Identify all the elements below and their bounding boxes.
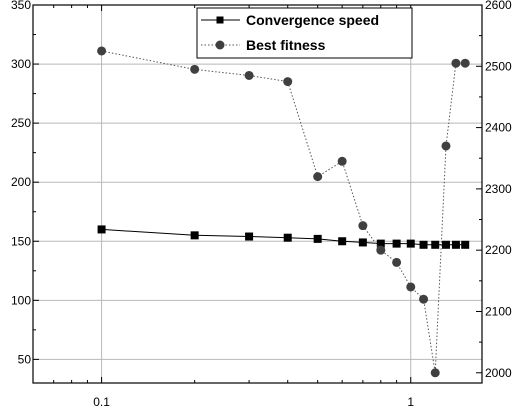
convergence-speed-point [338, 237, 347, 246]
best-fitness-point [337, 156, 347, 166]
best-fitness-point [97, 46, 107, 56]
y-right-tick-label: 2200 [485, 243, 512, 257]
tick-marks [33, 4, 482, 383]
y-right-tick-label: 2000 [485, 366, 512, 380]
convergence-speed-point [451, 240, 460, 249]
y-left-tick-label: 200 [11, 175, 31, 189]
y-right-tick-label: 2100 [485, 304, 512, 318]
best-fitness-point [283, 77, 293, 87]
convergence-speed-point [431, 240, 440, 249]
x-tick-label: 1 [407, 395, 414, 409]
legend: Convergence speed Best fitness [196, 7, 413, 59]
series-layer [97, 46, 470, 378]
y-right-tick-label: 2500 [485, 59, 512, 73]
best-fitness-point [419, 294, 429, 304]
y-right-tick-label: 2300 [485, 182, 512, 196]
best-fitness-point [460, 58, 470, 68]
y-left-tick-label: 300 [11, 57, 31, 71]
convergence-speed-point [358, 238, 367, 247]
legend-fitness-marker [215, 40, 225, 50]
y-left-tick-label: 350 [11, 0, 31, 12]
legend-box [196, 7, 413, 59]
best-fitness-point [451, 58, 461, 68]
best-fitness-point [358, 221, 368, 231]
grid-lines [33, 5, 482, 383]
tick-labels: 50 100 150 200 250 300 350 2000 2100 2200 2300 2400… [11, 0, 512, 409]
best-fitness-point [392, 257, 402, 267]
y-left-tick-label: 100 [11, 293, 31, 307]
convergence-speed-point [419, 240, 428, 249]
legend-convergence-marker [216, 16, 224, 24]
best-fitness-point [190, 64, 200, 74]
plot-frame [32, 4, 483, 384]
convergence-speed-point [376, 239, 385, 248]
best-fitness-point [406, 282, 416, 292]
legend-convergence-label: Convergence speed [246, 12, 379, 28]
convergence-speed-point [406, 239, 415, 248]
series-line-1 [101, 50, 466, 373]
legend-fitness-label: Best fitness [246, 37, 326, 53]
best-fitness-point [441, 141, 451, 151]
y-left-tick-label: 250 [11, 116, 31, 130]
convergence-speed-point [245, 232, 254, 241]
x-tick-label: 0.1 [93, 395, 110, 409]
y-right-tick-label: 2600 [485, 0, 512, 12]
best-fitness-point [430, 368, 440, 378]
best-fitness-point [376, 245, 386, 255]
convergence-speed-point [313, 234, 322, 243]
y-left-tick-label: 150 [11, 234, 31, 248]
convergence-speed-point [283, 233, 292, 242]
convergence-speed-point [190, 231, 199, 240]
convergence-speed-point [441, 240, 450, 249]
y-left-tick-label: 50 [18, 352, 32, 366]
best-fitness-point [313, 172, 323, 182]
convergence-speed-point [392, 239, 401, 248]
convergence-speed-point [97, 225, 106, 234]
y-right-tick-label: 2400 [485, 121, 512, 135]
best-fitness-point [244, 70, 254, 80]
convergence-speed-point [461, 240, 470, 249]
